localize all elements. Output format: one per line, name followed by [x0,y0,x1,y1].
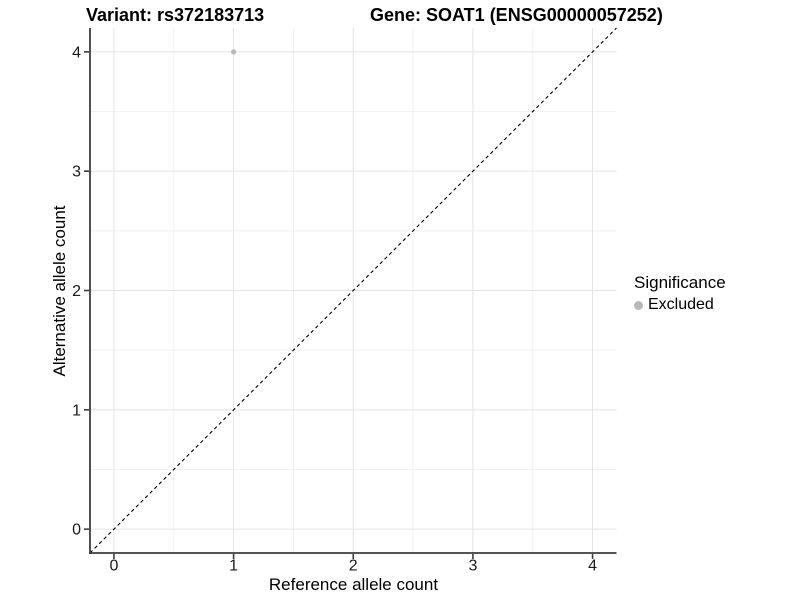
y-tick-label: 2 [72,283,81,300]
legend-title: Significance [634,273,726,292]
x-tick-label: 3 [468,558,477,575]
x-tick-label: 1 [229,558,238,575]
y-tick-label: 4 [72,44,81,61]
y-axis-title: Alternative allele count [50,205,69,377]
legend-item-excluded: Excluded [634,296,726,314]
x-tick-label: 2 [349,558,358,575]
x-tick-label: 0 [109,558,118,575]
y-tick-label: 1 [72,402,81,419]
plot-title-gene: Gene: SOAT1 (ENSG00000057252) [370,5,663,25]
x-tick-label: 4 [588,558,597,575]
y-tick-label: 3 [72,164,81,181]
legend-point-swatch-icon [634,300,643,310]
y-tick-label: 0 [72,522,81,539]
identity-reference-line [89,27,617,554]
legend-item-label: Excluded [648,296,714,313]
data-point [230,49,237,55]
plot-title-variant: Variant: rs372183713 [86,5,265,25]
x-axis-title: Reference allele count [268,575,439,594]
legend: Significance Excluded [634,273,726,314]
